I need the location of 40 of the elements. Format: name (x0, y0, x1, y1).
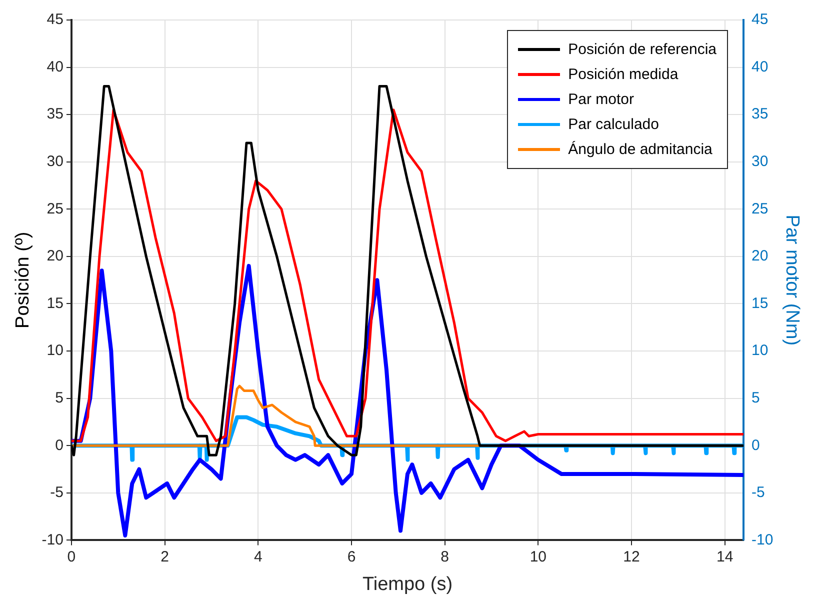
y-tick-label: -5 (50, 484, 64, 502)
y2-tick-label: -10 (752, 531, 774, 548)
y-tick-label: 30 (46, 153, 64, 170)
y2-axis-title: Par motor (Nm) (781, 214, 802, 346)
y-tick-label: 25 (46, 200, 64, 218)
y2-tick-label: 25 (752, 200, 768, 218)
y-tick-label: 45 (46, 11, 64, 28)
x-tick-label: 4 (254, 548, 262, 566)
legend-label: Par calculado (568, 116, 659, 133)
x-tick-label: 14 (716, 548, 734, 566)
x-tick-label: 8 (440, 548, 450, 566)
y-tick-label: 35 (46, 106, 64, 123)
legend-label: Par motor (568, 91, 634, 108)
y2-tick-label: 15 (752, 294, 768, 312)
x-tick-label: 6 (347, 548, 356, 566)
y-tick-label: 15 (46, 294, 64, 312)
x-axis-title: Tiempo (s) (362, 574, 453, 595)
y2-tick-label: 45 (752, 11, 768, 28)
x-tick-label: 12 (623, 548, 640, 566)
y2-tick-label: 35 (752, 106, 768, 123)
x-tick-label: 0 (67, 548, 76, 566)
y-tick-label: 5 (55, 389, 64, 406)
y-tick-label: -10 (42, 531, 64, 548)
y2-tick-label: 20 (752, 248, 768, 265)
y2-tick-label: -5 (752, 484, 765, 502)
y-axis-title: Posición (º) (12, 232, 34, 328)
y2-tick-label: 5 (752, 389, 760, 406)
legend-label: Posición medida (568, 66, 678, 83)
y2-tick-label: 40 (752, 58, 768, 76)
y-tick-label: 40 (46, 58, 64, 76)
y-tick-label: 10 (46, 342, 64, 360)
y-tick-label: 20 (46, 248, 64, 265)
legend-label: Ángulo de admitancia (568, 141, 712, 158)
y2-tick-label: 30 (752, 153, 768, 170)
x-tick-label: 2 (160, 548, 169, 566)
x-tick-label: 10 (530, 548, 547, 566)
legend-label: Posición de referencia (568, 41, 717, 58)
y-tick-label: 0 (55, 436, 64, 454)
y2-tick-label: 10 (752, 342, 768, 360)
y2-tick-label: 0 (752, 436, 760, 454)
